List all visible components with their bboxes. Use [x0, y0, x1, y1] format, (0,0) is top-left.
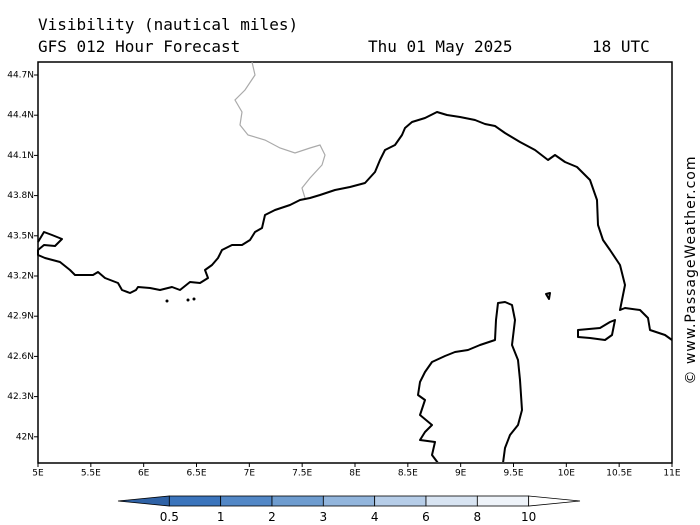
lat-label: 43.8N: [7, 191, 34, 201]
colorbar-box: [374, 495, 427, 507]
lon-label: 7.5E: [292, 469, 312, 479]
lat-label: 44.7N: [7, 71, 34, 81]
lon-label: 7E: [244, 469, 256, 479]
colorbar-label: 6: [422, 510, 430, 524]
lon-label: 8.5E: [398, 469, 418, 479]
colorbar-label: 4: [371, 510, 379, 524]
islet: [186, 298, 190, 302]
lat-axis: 44.7N 44.4N 44.1N 43.8N 43.5N 43.2N 42.9N 42.6N…: [7, 71, 38, 442]
colorbar-label: 10: [521, 510, 536, 524]
islet: [192, 297, 196, 301]
watermark: © www.PassageWeather.com: [683, 155, 699, 384]
lon-label: 5.5E: [81, 469, 101, 479]
island: [577, 319, 616, 341]
map-frame: [37, 61, 673, 464]
lon-axis: 5E 5.5E 6E 6.5E 7E 7.5E 8E 8.5E 9E 9.5E 10E 10.5E 11…: [32, 463, 681, 479]
date: Thu 01 May 2025: [368, 37, 513, 56]
colorbar-label: 1: [217, 510, 225, 524]
lat-label: 44.4N: [7, 111, 34, 121]
lon-label: 10E: [558, 469, 575, 479]
lon-label: 6E: [138, 469, 150, 479]
border: [234, 61, 326, 199]
lat-label: 42N: [16, 432, 34, 442]
colorbar-label: 0.5: [160, 510, 179, 524]
colorbar-box: [476, 495, 530, 507]
islet: [165, 299, 169, 303]
colorbar-box: [271, 495, 324, 507]
colorbar: 0.5 1 2 3 4 6 8 10: [117, 495, 581, 524]
lon-label: 11E: [663, 469, 680, 479]
lon-label: 5E: [32, 469, 44, 479]
lon-label: 8E: [349, 469, 361, 479]
corsica: [417, 301, 523, 464]
colorbar-box: [425, 495, 478, 507]
lat-label: 42.6N: [7, 352, 34, 362]
lat-label: 43.5N: [7, 231, 34, 241]
colorbar-end: [117, 495, 170, 507]
colorbar-label: 8: [474, 510, 482, 524]
colorbar-label: 3: [320, 510, 328, 524]
lon-label: 6.5E: [187, 469, 207, 479]
colorbar-end: [528, 495, 581, 507]
lon-label: 10.5E: [606, 469, 632, 479]
lat-label: 42.3N: [7, 392, 34, 402]
lon-label: 9.5E: [504, 469, 524, 479]
title: Visibility (nautical miles): [38, 15, 298, 34]
colorbar-box: [220, 495, 273, 507]
lon-label: 9E: [455, 469, 467, 479]
lat-label: 44.1N: [7, 151, 34, 161]
map: [37, 61, 673, 465]
colorbar-box: [322, 495, 376, 507]
subtitle: GFS 012 Hour Forecast: [38, 37, 240, 56]
coastline: [37, 111, 673, 341]
colorbar-box: [168, 495, 222, 507]
lat-label: 42.9N: [7, 312, 34, 322]
island: [545, 292, 551, 300]
lat-label: 43.2N: [7, 272, 34, 282]
colorbar-label: 2: [268, 510, 276, 524]
time: 18 UTC: [592, 37, 650, 56]
